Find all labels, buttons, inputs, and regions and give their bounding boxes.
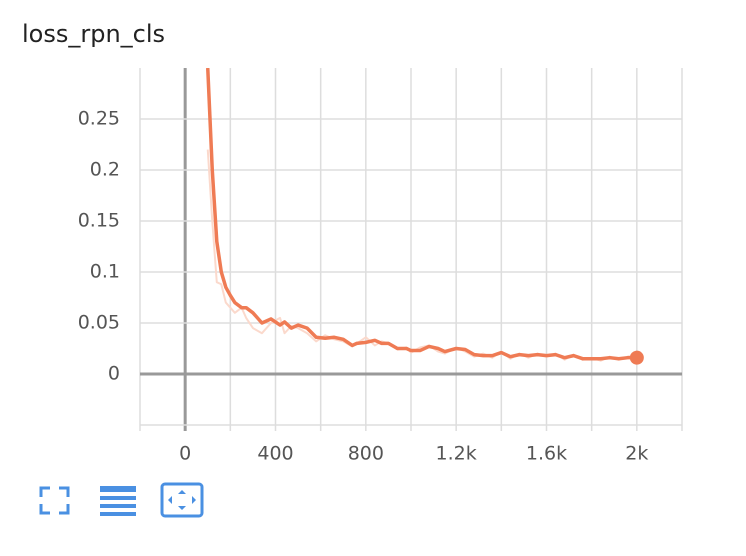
y-tick-label: 0.25 [78, 108, 120, 130]
x-tick-label: 1.6k [526, 443, 567, 465]
series-line [206, 68, 637, 361]
list-icon-bar[interactable] [100, 496, 136, 500]
chart-title: loss_rpn_cls [22, 20, 165, 48]
list-icon[interactable] [100, 486, 136, 516]
plot-area [206, 68, 644, 365]
fit-icon-path[interactable] [39, 486, 70, 515]
last-point [629, 350, 644, 365]
x-tick-label: 1.2k [436, 443, 477, 465]
zoom-icon-arrows[interactable] [168, 490, 196, 510]
list-icon-bar[interactable] [100, 512, 136, 516]
y-tick-label: 0.2 [90, 159, 120, 181]
x-tick-label: 2k [625, 443, 648, 465]
x-tick-label: 800 [348, 443, 384, 465]
zoom-icon-frame[interactable] [160, 482, 204, 518]
list-icon-bar[interactable] [100, 486, 136, 492]
y-tick-label: 0 [108, 363, 120, 385]
zoom-icon[interactable] [160, 482, 204, 518]
y-tick-label: 0.1 [90, 261, 120, 283]
y-tick-label: 0.05 [78, 312, 120, 334]
series-line [206, 149, 637, 362]
x-tick-label: 0 [179, 443, 191, 465]
fit-icon[interactable] [39, 486, 70, 515]
list-icon-bar[interactable] [100, 504, 136, 508]
x-tick-label: 400 [257, 443, 293, 465]
y-tick-label: 0.15 [78, 210, 120, 232]
